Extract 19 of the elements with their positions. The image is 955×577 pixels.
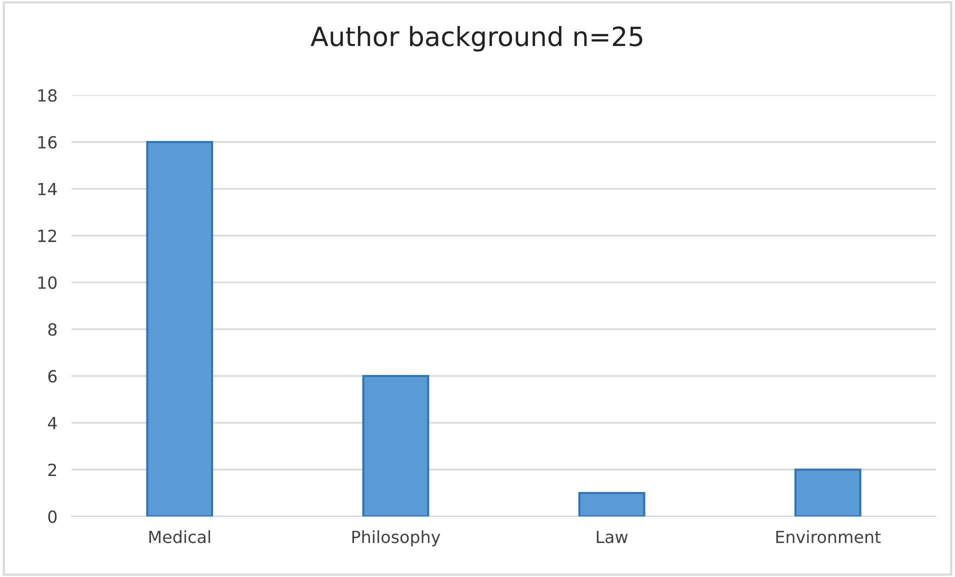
bar: [578, 492, 646, 516]
x-tick-label: Law: [596, 530, 628, 544]
y-tick-label: 6: [48, 370, 57, 383]
bar: [362, 374, 430, 516]
y-tick-label: 12: [38, 230, 56, 242]
bar: [146, 140, 214, 516]
y-tick-label: 0: [48, 510, 57, 523]
x-tick-label: Environment: [776, 530, 881, 544]
y-tick-label: 16: [38, 136, 57, 149]
y-tick-label: 2: [48, 464, 56, 476]
bar: [794, 468, 862, 516]
chart-title: Author background n=25: [310, 26, 642, 52]
y-tick-label: 14: [38, 182, 57, 196]
y-tick-label: 10: [38, 276, 57, 289]
y-tick-label: 4: [48, 416, 57, 430]
x-tick-label: Philosophy: [352, 530, 440, 546]
y-tick-label: 18: [38, 89, 57, 102]
x-tick-label: Medical: [149, 530, 210, 544]
y-tick-label: 8: [48, 323, 57, 336]
